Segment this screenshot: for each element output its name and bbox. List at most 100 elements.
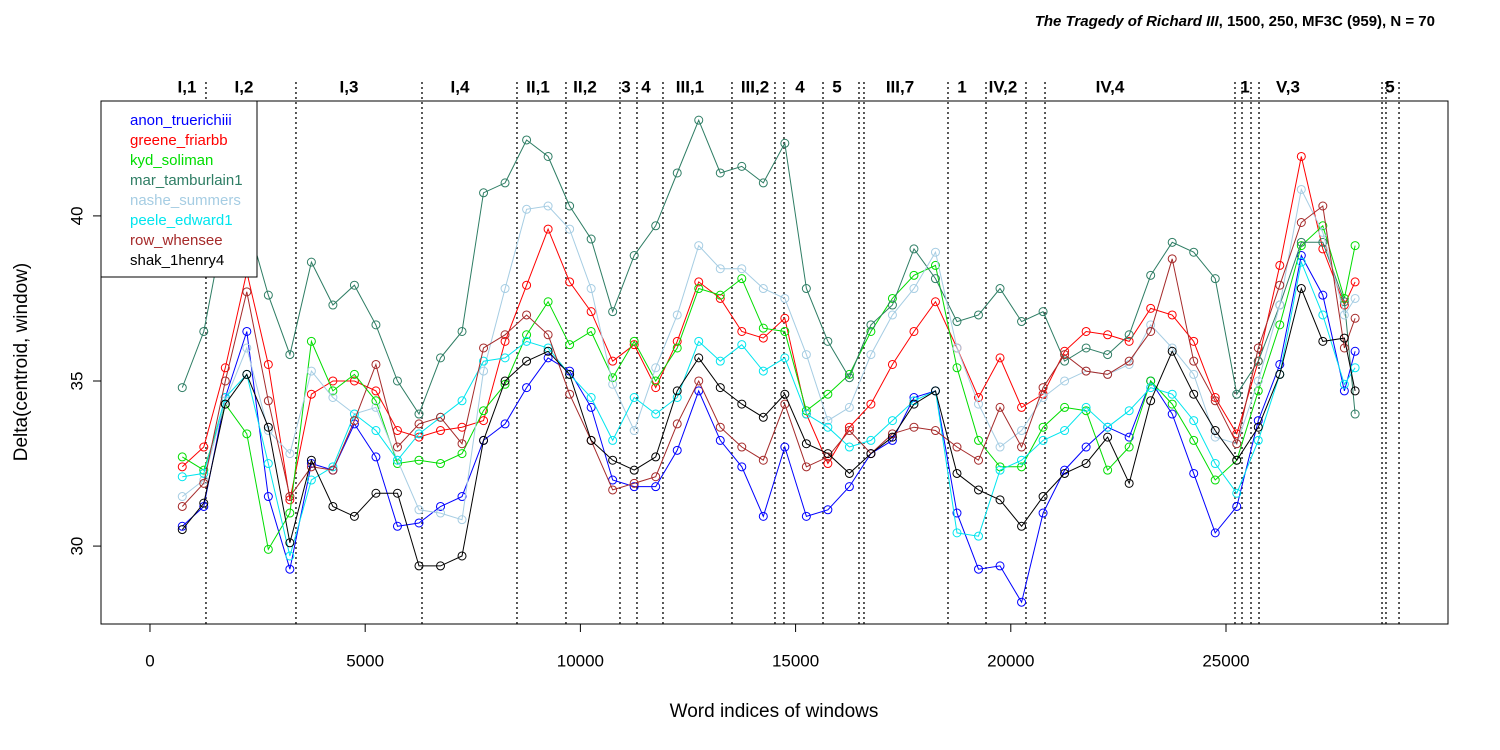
point xyxy=(1296,257,1306,267)
point xyxy=(866,350,876,360)
point xyxy=(887,432,897,442)
y-axis-label: Delta(centroid, window) xyxy=(11,263,32,462)
point xyxy=(715,356,725,366)
point xyxy=(1060,350,1070,360)
point xyxy=(263,290,273,300)
point xyxy=(1275,300,1285,310)
point xyxy=(522,204,532,214)
point xyxy=(565,369,575,379)
point xyxy=(565,277,575,287)
point xyxy=(672,310,682,320)
point xyxy=(608,485,618,495)
legend-entry: nashe_summers xyxy=(130,192,241,209)
point xyxy=(651,452,661,462)
scene-label: 5 xyxy=(1385,77,1394,96)
point xyxy=(737,462,747,472)
point xyxy=(780,313,790,323)
point xyxy=(1167,409,1177,419)
point xyxy=(1232,501,1242,511)
point xyxy=(1103,432,1113,442)
point xyxy=(930,260,940,270)
scene-label: I,1 xyxy=(178,77,197,96)
point xyxy=(1189,389,1199,399)
point xyxy=(887,359,897,369)
point xyxy=(1350,277,1360,287)
point xyxy=(328,386,338,396)
point xyxy=(1103,422,1113,432)
point xyxy=(694,277,704,287)
point xyxy=(1339,386,1349,396)
scene-label: III,1 xyxy=(676,77,704,96)
point xyxy=(952,468,962,478)
point xyxy=(306,257,316,267)
point xyxy=(414,455,424,465)
point xyxy=(500,178,510,188)
point xyxy=(1232,439,1242,449)
point xyxy=(1167,254,1177,264)
point xyxy=(801,284,811,294)
point xyxy=(995,402,1005,412)
point xyxy=(436,459,446,469)
series-line xyxy=(181,286,1356,567)
point xyxy=(565,201,575,211)
point xyxy=(199,465,209,475)
point xyxy=(371,386,381,396)
point xyxy=(844,442,854,452)
point xyxy=(844,482,854,492)
point xyxy=(694,376,704,386)
point xyxy=(479,366,489,376)
point xyxy=(1296,241,1306,251)
point xyxy=(1189,369,1199,379)
point xyxy=(715,383,725,393)
point xyxy=(479,406,489,416)
point xyxy=(608,373,618,383)
point xyxy=(737,274,747,284)
point xyxy=(866,326,876,336)
point xyxy=(500,330,510,340)
point xyxy=(930,426,940,436)
point xyxy=(930,297,940,307)
point xyxy=(887,293,897,303)
point xyxy=(522,310,532,320)
point xyxy=(1146,326,1156,336)
point xyxy=(220,392,230,402)
point xyxy=(328,501,338,511)
point xyxy=(974,399,984,409)
point xyxy=(414,432,424,442)
point xyxy=(177,521,187,531)
y-tick-label: 40 xyxy=(67,206,86,225)
point xyxy=(1339,297,1349,307)
point xyxy=(823,416,833,426)
point xyxy=(1038,383,1048,393)
y-tick-label: 30 xyxy=(67,537,86,556)
point xyxy=(629,465,639,475)
point xyxy=(1296,237,1306,247)
series xyxy=(177,221,1360,554)
point xyxy=(1189,247,1199,257)
legend-entry: greene_friarbb xyxy=(130,132,228,149)
scene-label: 1 xyxy=(1240,77,1249,96)
point xyxy=(1124,356,1134,366)
point xyxy=(1232,429,1242,439)
chart-title: The Tragedy of Richard III, 1500, 250, M… xyxy=(1035,13,1435,30)
point xyxy=(715,264,725,274)
point xyxy=(414,561,424,571)
point xyxy=(1339,343,1349,353)
point xyxy=(543,151,553,161)
point xyxy=(1210,528,1220,538)
point xyxy=(866,320,876,330)
point xyxy=(500,353,510,363)
point xyxy=(909,422,919,432)
point xyxy=(328,465,338,475)
point xyxy=(1339,379,1349,389)
point xyxy=(974,310,984,320)
point xyxy=(1017,442,1027,452)
point xyxy=(952,508,962,518)
point xyxy=(758,178,768,188)
point xyxy=(909,399,919,409)
point xyxy=(543,297,553,307)
point xyxy=(1017,597,1027,607)
point xyxy=(500,284,510,294)
point xyxy=(457,515,467,525)
point xyxy=(199,498,209,508)
